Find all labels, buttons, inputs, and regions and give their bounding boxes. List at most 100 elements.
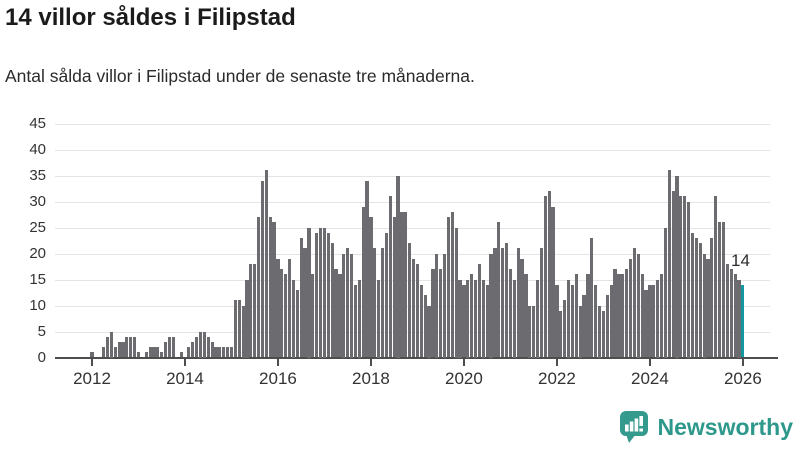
y-axis-label: 25 xyxy=(29,219,46,236)
bar xyxy=(342,253,346,358)
bar xyxy=(129,336,133,358)
bar xyxy=(481,279,485,358)
bar xyxy=(392,217,396,358)
bar xyxy=(493,248,497,358)
bar xyxy=(524,274,528,358)
bar xyxy=(415,263,420,358)
bar xyxy=(195,336,199,358)
bar xyxy=(671,191,675,358)
bar xyxy=(690,232,695,358)
y-axis-label: 15 xyxy=(29,271,46,288)
highlight-bar xyxy=(741,284,745,358)
bar xyxy=(346,248,350,358)
gridline xyxy=(55,227,770,229)
x-axis-label: 2016 xyxy=(259,368,297,388)
y-axis-label: 0 xyxy=(37,349,46,366)
bar xyxy=(322,227,327,358)
bar xyxy=(462,284,466,358)
brand-wordmark: Newsworthy xyxy=(657,413,793,440)
bar xyxy=(160,352,164,358)
bar xyxy=(222,347,226,358)
bar xyxy=(559,310,563,358)
bar xyxy=(477,263,482,358)
bar xyxy=(369,217,373,358)
axis-tick xyxy=(276,359,279,366)
bar xyxy=(729,269,733,358)
bar xyxy=(667,170,671,358)
bar xyxy=(384,232,389,358)
bar xyxy=(117,341,121,358)
page-title: 14 villor såldes i Filipstad xyxy=(5,4,296,31)
axis-tick xyxy=(555,359,558,366)
bar xyxy=(702,253,706,358)
bar xyxy=(90,352,94,358)
bar xyxy=(698,243,702,358)
bar xyxy=(718,222,722,358)
bar xyxy=(218,347,222,358)
bar xyxy=(299,237,303,358)
y-axis-label: 20 xyxy=(29,245,46,262)
axis-tick xyxy=(369,359,372,366)
bar xyxy=(535,279,540,358)
bar xyxy=(532,305,536,358)
axis-tick xyxy=(648,359,651,366)
bar xyxy=(249,263,253,358)
bar xyxy=(632,248,636,358)
bar xyxy=(280,269,284,358)
bar xyxy=(380,248,385,358)
bar xyxy=(454,227,458,358)
bar xyxy=(427,305,431,358)
bar xyxy=(311,274,315,358)
bar xyxy=(408,243,412,358)
bar xyxy=(377,279,381,358)
x-axis-label: 2012 xyxy=(73,368,111,388)
bar xyxy=(497,222,501,358)
bar xyxy=(551,206,555,358)
bar xyxy=(226,347,230,358)
bar xyxy=(489,253,493,358)
y-axis-label: 10 xyxy=(29,297,46,314)
axis-tick xyxy=(462,359,465,366)
bar xyxy=(276,258,280,358)
bar xyxy=(613,269,617,358)
bar xyxy=(156,347,160,358)
bar xyxy=(326,232,330,358)
axis-tick xyxy=(183,359,186,366)
bar xyxy=(683,196,687,358)
bar xyxy=(419,284,423,358)
bar xyxy=(733,274,737,358)
bar xyxy=(295,289,299,358)
bar xyxy=(206,336,210,358)
bar xyxy=(714,196,718,358)
bar xyxy=(229,347,234,358)
bar xyxy=(268,217,272,358)
bar xyxy=(450,211,454,358)
bar xyxy=(171,336,175,358)
bar xyxy=(187,347,191,358)
bar xyxy=(404,211,408,358)
bar xyxy=(245,279,249,358)
chart-subtitle: Antal sålda villor i Filipstad under de … xyxy=(5,66,475,86)
bar xyxy=(508,269,513,358)
newsworthy-logo-icon xyxy=(619,411,648,443)
bar xyxy=(574,274,578,358)
bar xyxy=(721,222,726,358)
x-axis-label: 2014 xyxy=(166,368,204,388)
gridline xyxy=(55,201,770,203)
bar xyxy=(373,248,377,358)
bar xyxy=(601,310,605,358)
bar xyxy=(458,279,462,358)
x-axis-label: 2026 xyxy=(723,368,762,388)
bar xyxy=(256,217,261,358)
bar xyxy=(555,284,559,358)
bar xyxy=(400,211,404,358)
y-axis-label: 5 xyxy=(37,323,46,340)
bar xyxy=(237,300,241,358)
bar xyxy=(617,274,621,358)
bar xyxy=(675,175,679,358)
bar xyxy=(121,341,125,358)
bar xyxy=(214,347,218,358)
y-axis-label: 30 xyxy=(29,193,46,210)
bar xyxy=(241,305,245,358)
